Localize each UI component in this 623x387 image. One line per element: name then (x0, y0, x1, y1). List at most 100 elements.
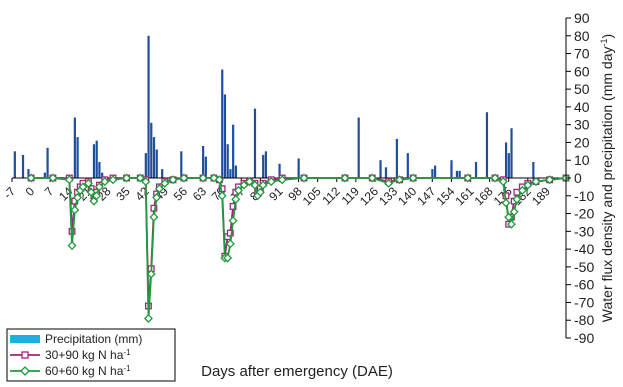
legend-swatch-square (21, 351, 29, 359)
series-marker-diamond (72, 193, 83, 203)
y-tick-label: 10 (574, 152, 590, 168)
series-marker-diamond (160, 178, 170, 188)
precipitation-bar (229, 169, 232, 178)
series-marker-diamond (78, 182, 88, 192)
precipitation-bar (278, 163, 281, 178)
series-marker-diamond (152, 193, 162, 203)
y-tick-label: 70 (574, 46, 590, 62)
y-tick-label: -90 (574, 330, 594, 346)
legend-label-superscript: -1 (123, 364, 131, 373)
y-tick-label: -60 (574, 277, 594, 293)
legend-label-superscript: -1 (123, 348, 131, 357)
series-marker-diamond (250, 180, 260, 190)
y-tick-label: 0 (574, 170, 582, 186)
y-axis-label-text: Water flux density and precipitation (mm… (599, 34, 615, 322)
precipitation-bar (504, 142, 508, 178)
series-marker-diamond (523, 180, 533, 190)
series-marker-square (226, 229, 234, 237)
precipitation-bar (264, 151, 268, 178)
y-tick-label: -70 (574, 294, 594, 310)
series-marker-diamond (244, 177, 254, 187)
precipitation-bar (21, 154, 25, 178)
precipitation-bar (379, 160, 382, 178)
series-marker-diamond (498, 177, 508, 187)
series-marker-diamond (64, 175, 74, 185)
series-marker-diamond (545, 175, 555, 185)
series-marker-diamond (209, 173, 219, 183)
precipitation-bar (226, 144, 229, 178)
precipitation-bar (253, 108, 257, 178)
y-tick-label: -20 (574, 206, 594, 222)
series-marker-diamond (255, 187, 265, 197)
x-tick-label: -7 (1, 184, 19, 202)
precipitation-bar (485, 112, 489, 178)
series-marker-diamond (135, 173, 145, 183)
y-tick-label: 90 (574, 10, 590, 26)
y-tick-label: 30 (574, 117, 590, 133)
series-marker-diamond (277, 175, 287, 185)
series-marker-diamond (108, 175, 118, 185)
precipitation-bar (202, 146, 205, 178)
x-tick-label: 7 (42, 184, 57, 199)
series-marker-diamond (504, 212, 514, 222)
y-tick-label: 60 (574, 63, 590, 79)
precipitation-bar (150, 122, 153, 178)
y-tick-label: -80 (574, 312, 594, 328)
flux-series (26, 173, 571, 323)
precipitation-bar (147, 35, 150, 179)
y-tick-label: -10 (574, 188, 594, 204)
legend-swatch-precipitation (10, 335, 40, 343)
series-marker-diamond (70, 205, 80, 215)
precipitation-bar (406, 153, 409, 178)
precipitation-bar (232, 124, 235, 178)
precipitation-bar (510, 128, 513, 178)
precipitation-bar (95, 140, 98, 178)
series-marker-diamond (223, 253, 233, 263)
precipitation-bar (204, 156, 207, 178)
series-marker-diamond (26, 173, 36, 183)
precipitation-bar (73, 117, 76, 178)
series-marker-diamond (149, 212, 159, 222)
series-marker-diamond (384, 178, 394, 188)
x-tick-label: 35 (113, 184, 133, 204)
series-marker-diamond (299, 173, 309, 183)
series-marker-diamond (490, 173, 500, 183)
y-tick-label: -40 (574, 241, 594, 257)
x-tick-label: 189 (529, 184, 553, 208)
series-marker-diamond (501, 198, 511, 208)
series-marker-square (229, 202, 237, 210)
precipitation-bar (532, 162, 535, 178)
series-marker-diamond (94, 182, 104, 192)
series-marker-diamond (122, 173, 132, 183)
precipitation-bar (458, 170, 461, 178)
series-marker-diamond (67, 241, 77, 251)
x-tick-label: 91 (266, 184, 286, 204)
precipitation-bar (395, 138, 398, 178)
precipitation-bar (46, 147, 49, 178)
series-marker-diamond (239, 180, 249, 190)
y-tick-label: -50 (574, 259, 594, 275)
y-axis-label-superscript: -1 (599, 38, 609, 46)
series-marker-diamond (463, 173, 473, 183)
precipitation-bars (13, 35, 535, 179)
series-marker-diamond (258, 180, 268, 190)
series-marker-diamond (517, 185, 527, 195)
legend-label-main: Precipitation (mm) (45, 332, 142, 346)
series-marker-diamond (225, 239, 235, 249)
y-axis: 9080706050403020100-10-20-30-40-50-60-70… (565, 10, 594, 346)
y-axis-label-close: ) (599, 34, 615, 39)
y-axis-label: Water flux density and precipitation (mm… (599, 34, 615, 322)
precipitation-bar (180, 151, 183, 178)
precipitation-bar (27, 169, 30, 178)
precipitation-bar (98, 162, 101, 178)
series-marker-diamond (168, 175, 178, 185)
series-marker-diamond (228, 216, 238, 226)
series-marker-diamond (100, 177, 110, 187)
x-tick-label: 42 (132, 184, 152, 204)
series-marker-diamond (231, 194, 241, 204)
legend-label: 30+90 kg N ha-1 (45, 348, 131, 363)
precipitation-bar (507, 153, 510, 178)
series-marker-diamond (154, 184, 164, 194)
